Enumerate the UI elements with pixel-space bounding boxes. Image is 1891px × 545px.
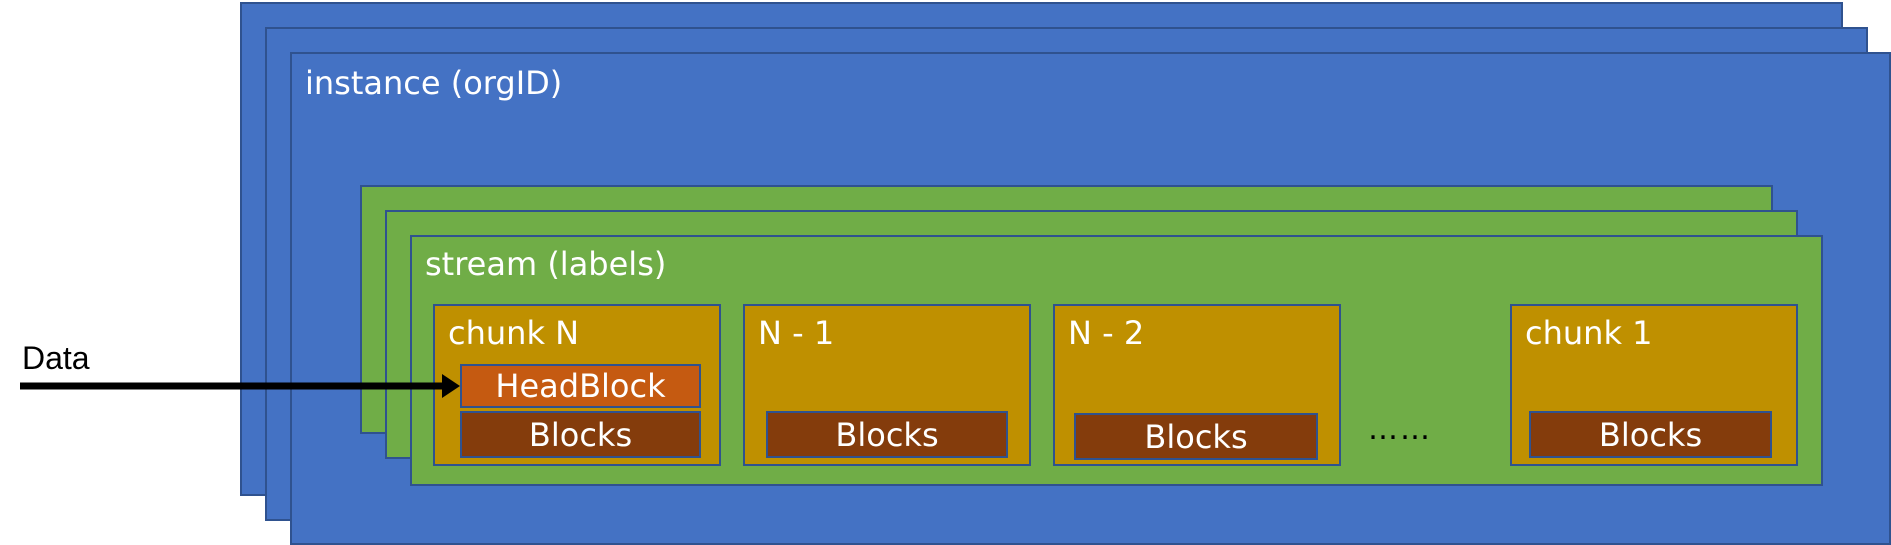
data-arrow-head <box>442 374 460 398</box>
chunk-1-label: chunk 1 <box>1525 314 1653 352</box>
chunk-n-minus-1-blocks: Blocks <box>766 411 1008 458</box>
instance-label: instance (orgID) <box>305 64 563 102</box>
chunk-n-minus-1-label: N - 1 <box>758 314 835 352</box>
head-block-label: HeadBlock <box>495 367 666 405</box>
stream-label: stream (labels) <box>425 245 667 283</box>
chunk-n-minus-1-blocks-label: Blocks <box>835 415 939 454</box>
head-block: HeadBlock <box>460 364 701 408</box>
chunk-n-minus-2-blocks-label: Blocks <box>1144 417 1248 456</box>
data-label: Data <box>22 340 90 376</box>
chunk-n-minus-2-blocks: Blocks <box>1074 413 1318 460</box>
chunk-1-blocks: Blocks <box>1529 411 1772 458</box>
chunk-n-blocks-label: Blocks <box>528 415 633 454</box>
chunk-n-label: chunk N <box>448 314 580 352</box>
chunk-n-minus-2-label: N - 2 <box>1068 314 1145 352</box>
chunk-n-blocks: Blocks <box>460 411 701 458</box>
ellipsis: …… <box>1368 412 1432 447</box>
chunk-1-blocks-label: Blocks <box>1598 415 1703 454</box>
